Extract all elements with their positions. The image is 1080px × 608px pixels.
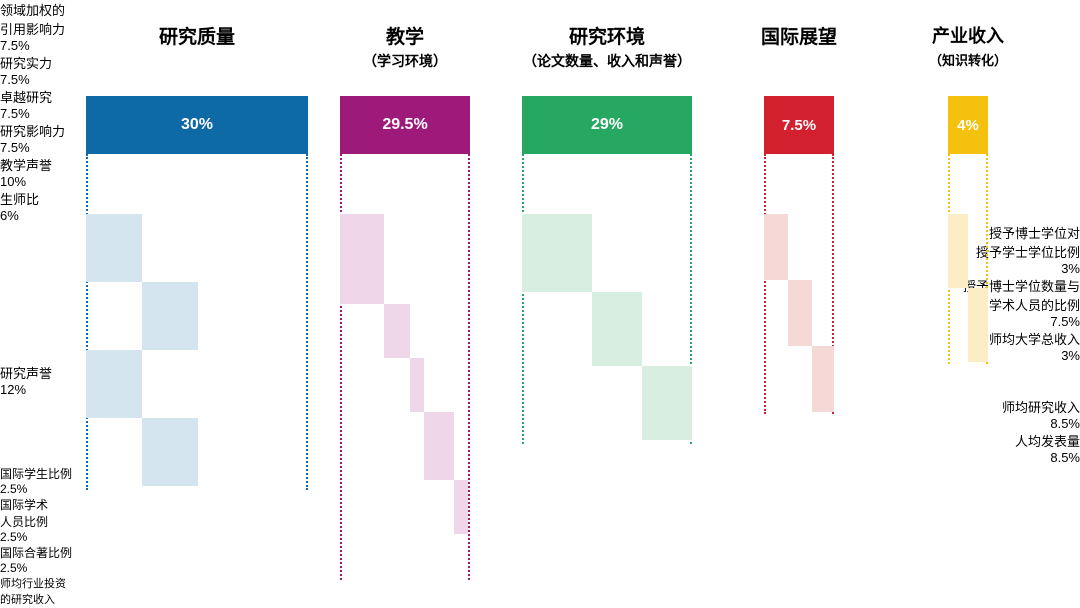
- metric-step: [454, 480, 468, 534]
- metric-step: [410, 358, 424, 412]
- metric-label: 教学声誉10%: [0, 155, 1080, 189]
- metric-step: [142, 418, 198, 486]
- column-title: 产业收入: [838, 22, 1080, 48]
- infographic-stage: 研究质量30%领域加权的引用影响力7.5%研究实力7.5%卓越研究7.5%研究影…: [0, 0, 1080, 608]
- category-pct-label: 30%: [181, 116, 213, 134]
- metric-step: [86, 350, 142, 418]
- metric-step: [764, 214, 788, 280]
- metric-step: [592, 292, 642, 366]
- category-bar: 29%: [522, 96, 692, 154]
- metric-step: [968, 288, 988, 362]
- metric-label: 国际学术人员比例2.5%: [0, 496, 1080, 544]
- dashed-boundary: [468, 154, 470, 580]
- metric-step: [384, 304, 410, 358]
- metric-label: 研究声誉12%: [0, 363, 1080, 397]
- column-header: 产业收入 （知识转化）: [838, 22, 1080, 69]
- metric-step: [812, 346, 834, 412]
- metric-label: 国际合著比例2.5%: [0, 544, 1080, 575]
- metric-step: [340, 214, 384, 304]
- column-subtitle: （论文数量、收入和声誉）: [477, 51, 737, 71]
- column-subtitle: （知识转化）: [838, 50, 1080, 69]
- category-pct-label: 29%: [591, 116, 623, 134]
- category-pct-label: 7.5%: [782, 117, 816, 134]
- category-pct-label: 29.5%: [382, 116, 427, 134]
- category-pct-label: 4%: [957, 117, 979, 134]
- metric-label: 师均行业投资的研究收入2%: [0, 575, 1080, 608]
- metric-step: [642, 366, 692, 440]
- category-bar: 30%: [86, 96, 308, 154]
- dashed-boundary: [306, 154, 308, 490]
- dashed-boundary: [764, 154, 766, 414]
- dashed-boundary: [522, 154, 524, 444]
- metric-step: [86, 214, 142, 282]
- category-bar: 4%: [948, 96, 988, 154]
- metric-step: [948, 214, 968, 288]
- metric-step: [142, 282, 198, 350]
- metric-step: [522, 214, 592, 292]
- category-bar: 29.5%: [340, 96, 470, 154]
- category-bar: 7.5%: [764, 96, 834, 154]
- metric-step: [788, 280, 812, 346]
- dashed-boundary: [86, 154, 88, 490]
- metric-step: [424, 412, 454, 480]
